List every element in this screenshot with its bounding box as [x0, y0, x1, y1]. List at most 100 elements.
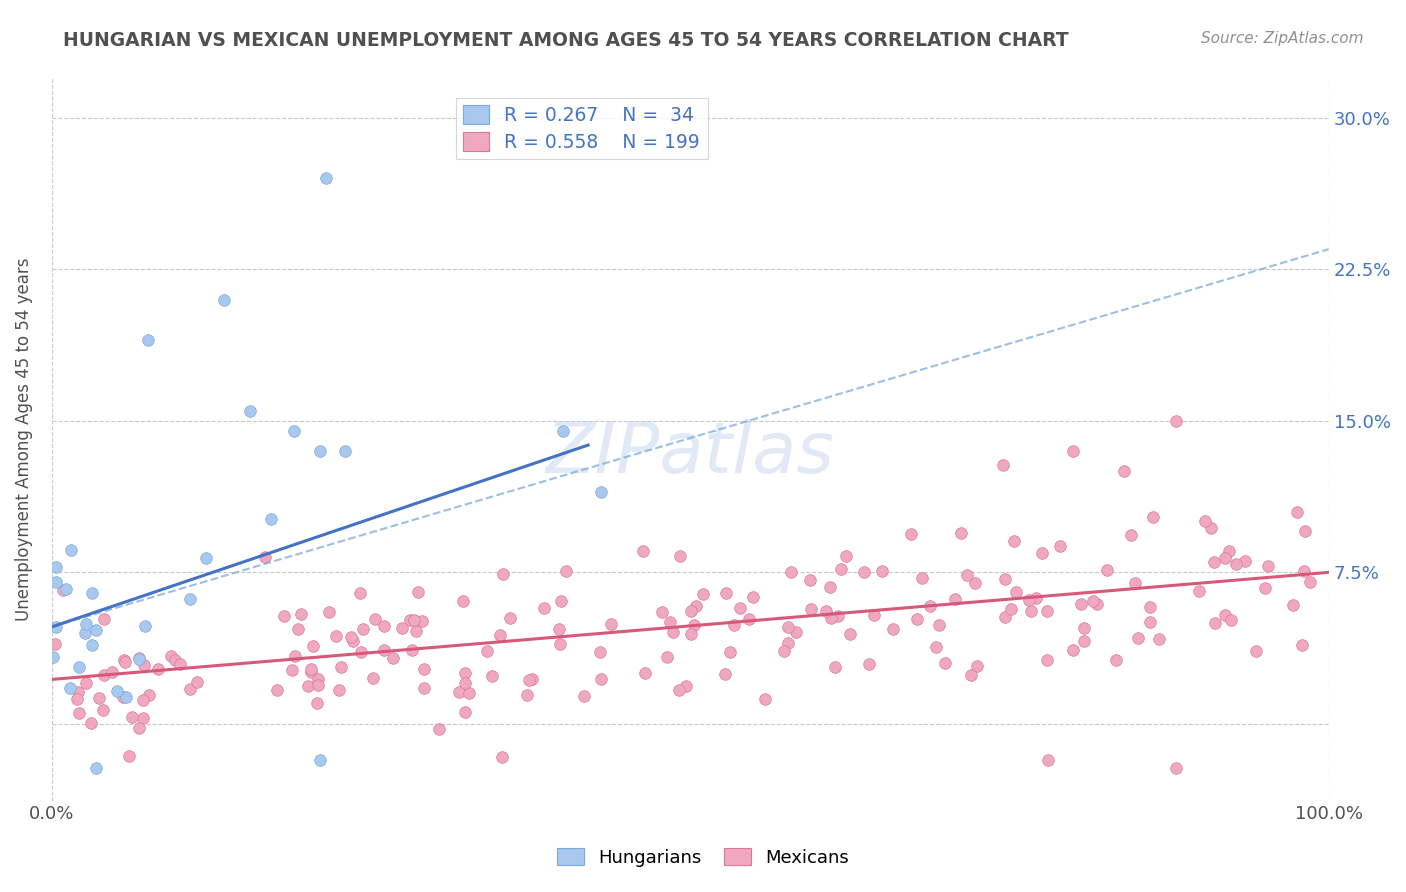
Point	[454, 705, 477, 719]
Point	[405, 624, 427, 638]
Point	[66, 691, 89, 706]
Point	[101, 665, 124, 680]
Point	[1215, 608, 1237, 623]
Point	[714, 667, 737, 681]
Point	[318, 605, 340, 619]
Point	[454, 665, 477, 680]
Point	[491, 749, 513, 764]
Point	[280, 663, 302, 677]
Point	[458, 686, 481, 700]
Point	[730, 600, 752, 615]
Point	[905, 612, 928, 626]
Point	[93, 668, 115, 682]
Point	[1081, 594, 1104, 608]
Point	[401, 642, 423, 657]
Point	[517, 673, 540, 688]
Point	[299, 665, 322, 679]
Point	[45, 575, 67, 590]
Point	[290, 607, 312, 621]
Point	[128, 652, 150, 666]
Point	[42, 649, 65, 664]
Point	[1062, 642, 1084, 657]
Point	[548, 637, 571, 651]
Point	[454, 676, 477, 690]
Point	[1139, 599, 1161, 614]
Point	[966, 658, 988, 673]
Point	[73, 626, 96, 640]
Point	[75, 616, 97, 631]
Point	[548, 622, 571, 636]
Point	[67, 706, 90, 720]
Point	[114, 656, 136, 670]
Point	[799, 573, 821, 587]
Point	[165, 652, 187, 666]
Point	[589, 672, 612, 686]
Point	[945, 591, 967, 606]
Point	[335, 444, 357, 458]
Point	[550, 593, 572, 607]
Point	[815, 604, 838, 618]
Point	[965, 575, 987, 590]
Point	[307, 672, 329, 686]
Point	[134, 618, 156, 632]
Point	[60, 542, 83, 557]
Point	[132, 692, 155, 706]
Point	[1220, 613, 1243, 627]
Point	[924, 640, 946, 654]
Point	[956, 567, 979, 582]
Point	[1292, 564, 1315, 578]
Point	[1254, 582, 1277, 596]
Point	[520, 672, 543, 686]
Point	[533, 601, 555, 615]
Point	[1097, 563, 1119, 577]
Point	[329, 660, 352, 674]
Point	[1070, 598, 1092, 612]
Point	[406, 585, 429, 599]
Point	[852, 565, 875, 579]
Point	[551, 424, 574, 438]
Point	[589, 645, 612, 659]
Point	[1018, 593, 1040, 607]
Point	[634, 665, 657, 680]
Point	[114, 690, 136, 705]
Point	[785, 624, 807, 639]
Point	[404, 613, 426, 627]
Point	[1105, 653, 1128, 667]
Point	[1213, 550, 1236, 565]
Point	[86, 761, 108, 775]
Point	[363, 671, 385, 685]
Point	[297, 679, 319, 693]
Point	[1049, 539, 1071, 553]
Point	[307, 678, 329, 692]
Point	[1031, 546, 1053, 560]
Point	[738, 612, 761, 626]
Point	[516, 688, 538, 702]
Point	[111, 690, 134, 704]
Point	[900, 526, 922, 541]
Point	[1188, 583, 1211, 598]
Point	[488, 627, 510, 641]
Point	[212, 293, 235, 307]
Point	[776, 620, 799, 634]
Point	[391, 621, 413, 635]
Point	[412, 663, 434, 677]
Point	[254, 550, 277, 565]
Point	[1204, 615, 1226, 630]
Point	[44, 637, 66, 651]
Point	[658, 615, 681, 629]
Point	[93, 612, 115, 626]
Point	[427, 722, 450, 736]
Point	[1123, 575, 1146, 590]
Point	[1085, 597, 1108, 611]
Point	[1194, 514, 1216, 528]
Point	[718, 645, 741, 659]
Point	[662, 624, 685, 639]
Point	[1218, 543, 1240, 558]
Point	[373, 642, 395, 657]
Point	[991, 458, 1014, 473]
Point	[315, 171, 337, 186]
Point	[741, 590, 763, 604]
Point	[993, 610, 1015, 624]
Point	[55, 582, 77, 596]
Point	[655, 650, 678, 665]
